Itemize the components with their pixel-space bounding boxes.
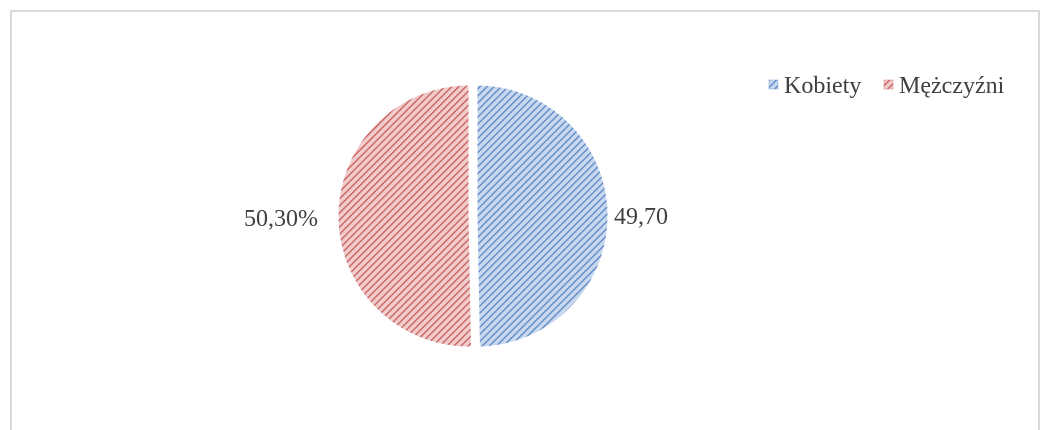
data-label-kobiety: 49,70: [614, 204, 668, 230]
data-label-mezczyzni: 50,30%: [244, 206, 318, 232]
legend-item-kobiety: Kobiety: [768, 73, 861, 99]
legend-label-mezczyzni: Mężczyźni: [899, 73, 1005, 99]
pie-slice-mezczyzni: [337, 84, 472, 348]
legend-label-kobiety: Kobiety: [784, 73, 861, 99]
legend-swatch-mezczyzni: [883, 79, 894, 90]
pie-slice-kobiety: [476, 84, 609, 348]
chart-frame: [10, 10, 1040, 430]
pie-slices: [337, 84, 609, 348]
legend: Kobiety Mężczyźni: [768, 73, 1005, 99]
legend-item-mezczyzni: Mężczyźni: [883, 73, 1005, 99]
legend-swatch-kobiety: [768, 79, 779, 90]
